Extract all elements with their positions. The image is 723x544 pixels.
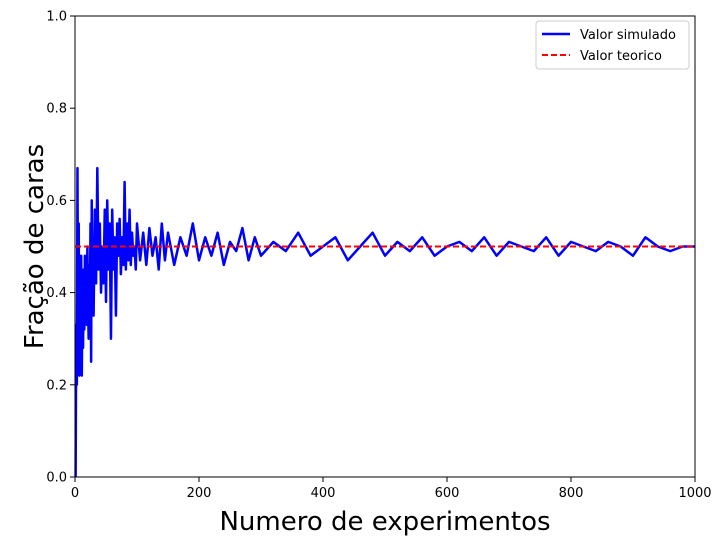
x-tick-label: 600 xyxy=(435,486,460,501)
y-tick-label: 0.4 xyxy=(46,286,67,301)
y-tick-label: 0.0 xyxy=(46,471,67,486)
legend-label-valor-teorico: Valor teorico xyxy=(580,49,662,64)
plot-area xyxy=(74,166,695,478)
y-tick-label: 0.6 xyxy=(46,194,67,209)
x-tick-label: 200 xyxy=(187,486,212,501)
x-tick-label: 400 xyxy=(311,486,336,501)
legend: Valor simulado Valor teorico xyxy=(535,20,690,70)
legend-label-valor-simulado: Valor simulado xyxy=(580,28,676,43)
y-tick-label: 0.8 xyxy=(46,102,67,117)
y-tick-label: 1.0 xyxy=(46,10,67,25)
y-axis-title: Fração de caras xyxy=(20,144,50,349)
legend-box xyxy=(535,20,690,70)
axis-ticks: 0 200 400 600 800 1000 0.0 0.2 0.4 0.6 0.8 1.0 xyxy=(46,10,711,502)
plot-frame xyxy=(74,15,696,478)
x-tick-label: 800 xyxy=(559,486,584,501)
x-axis-title: Numero de experimentos xyxy=(219,507,550,537)
y-tick-label: 0.2 xyxy=(46,378,67,393)
x-tick-label: 0 xyxy=(71,486,79,501)
x-tick-label: 1000 xyxy=(678,486,711,501)
